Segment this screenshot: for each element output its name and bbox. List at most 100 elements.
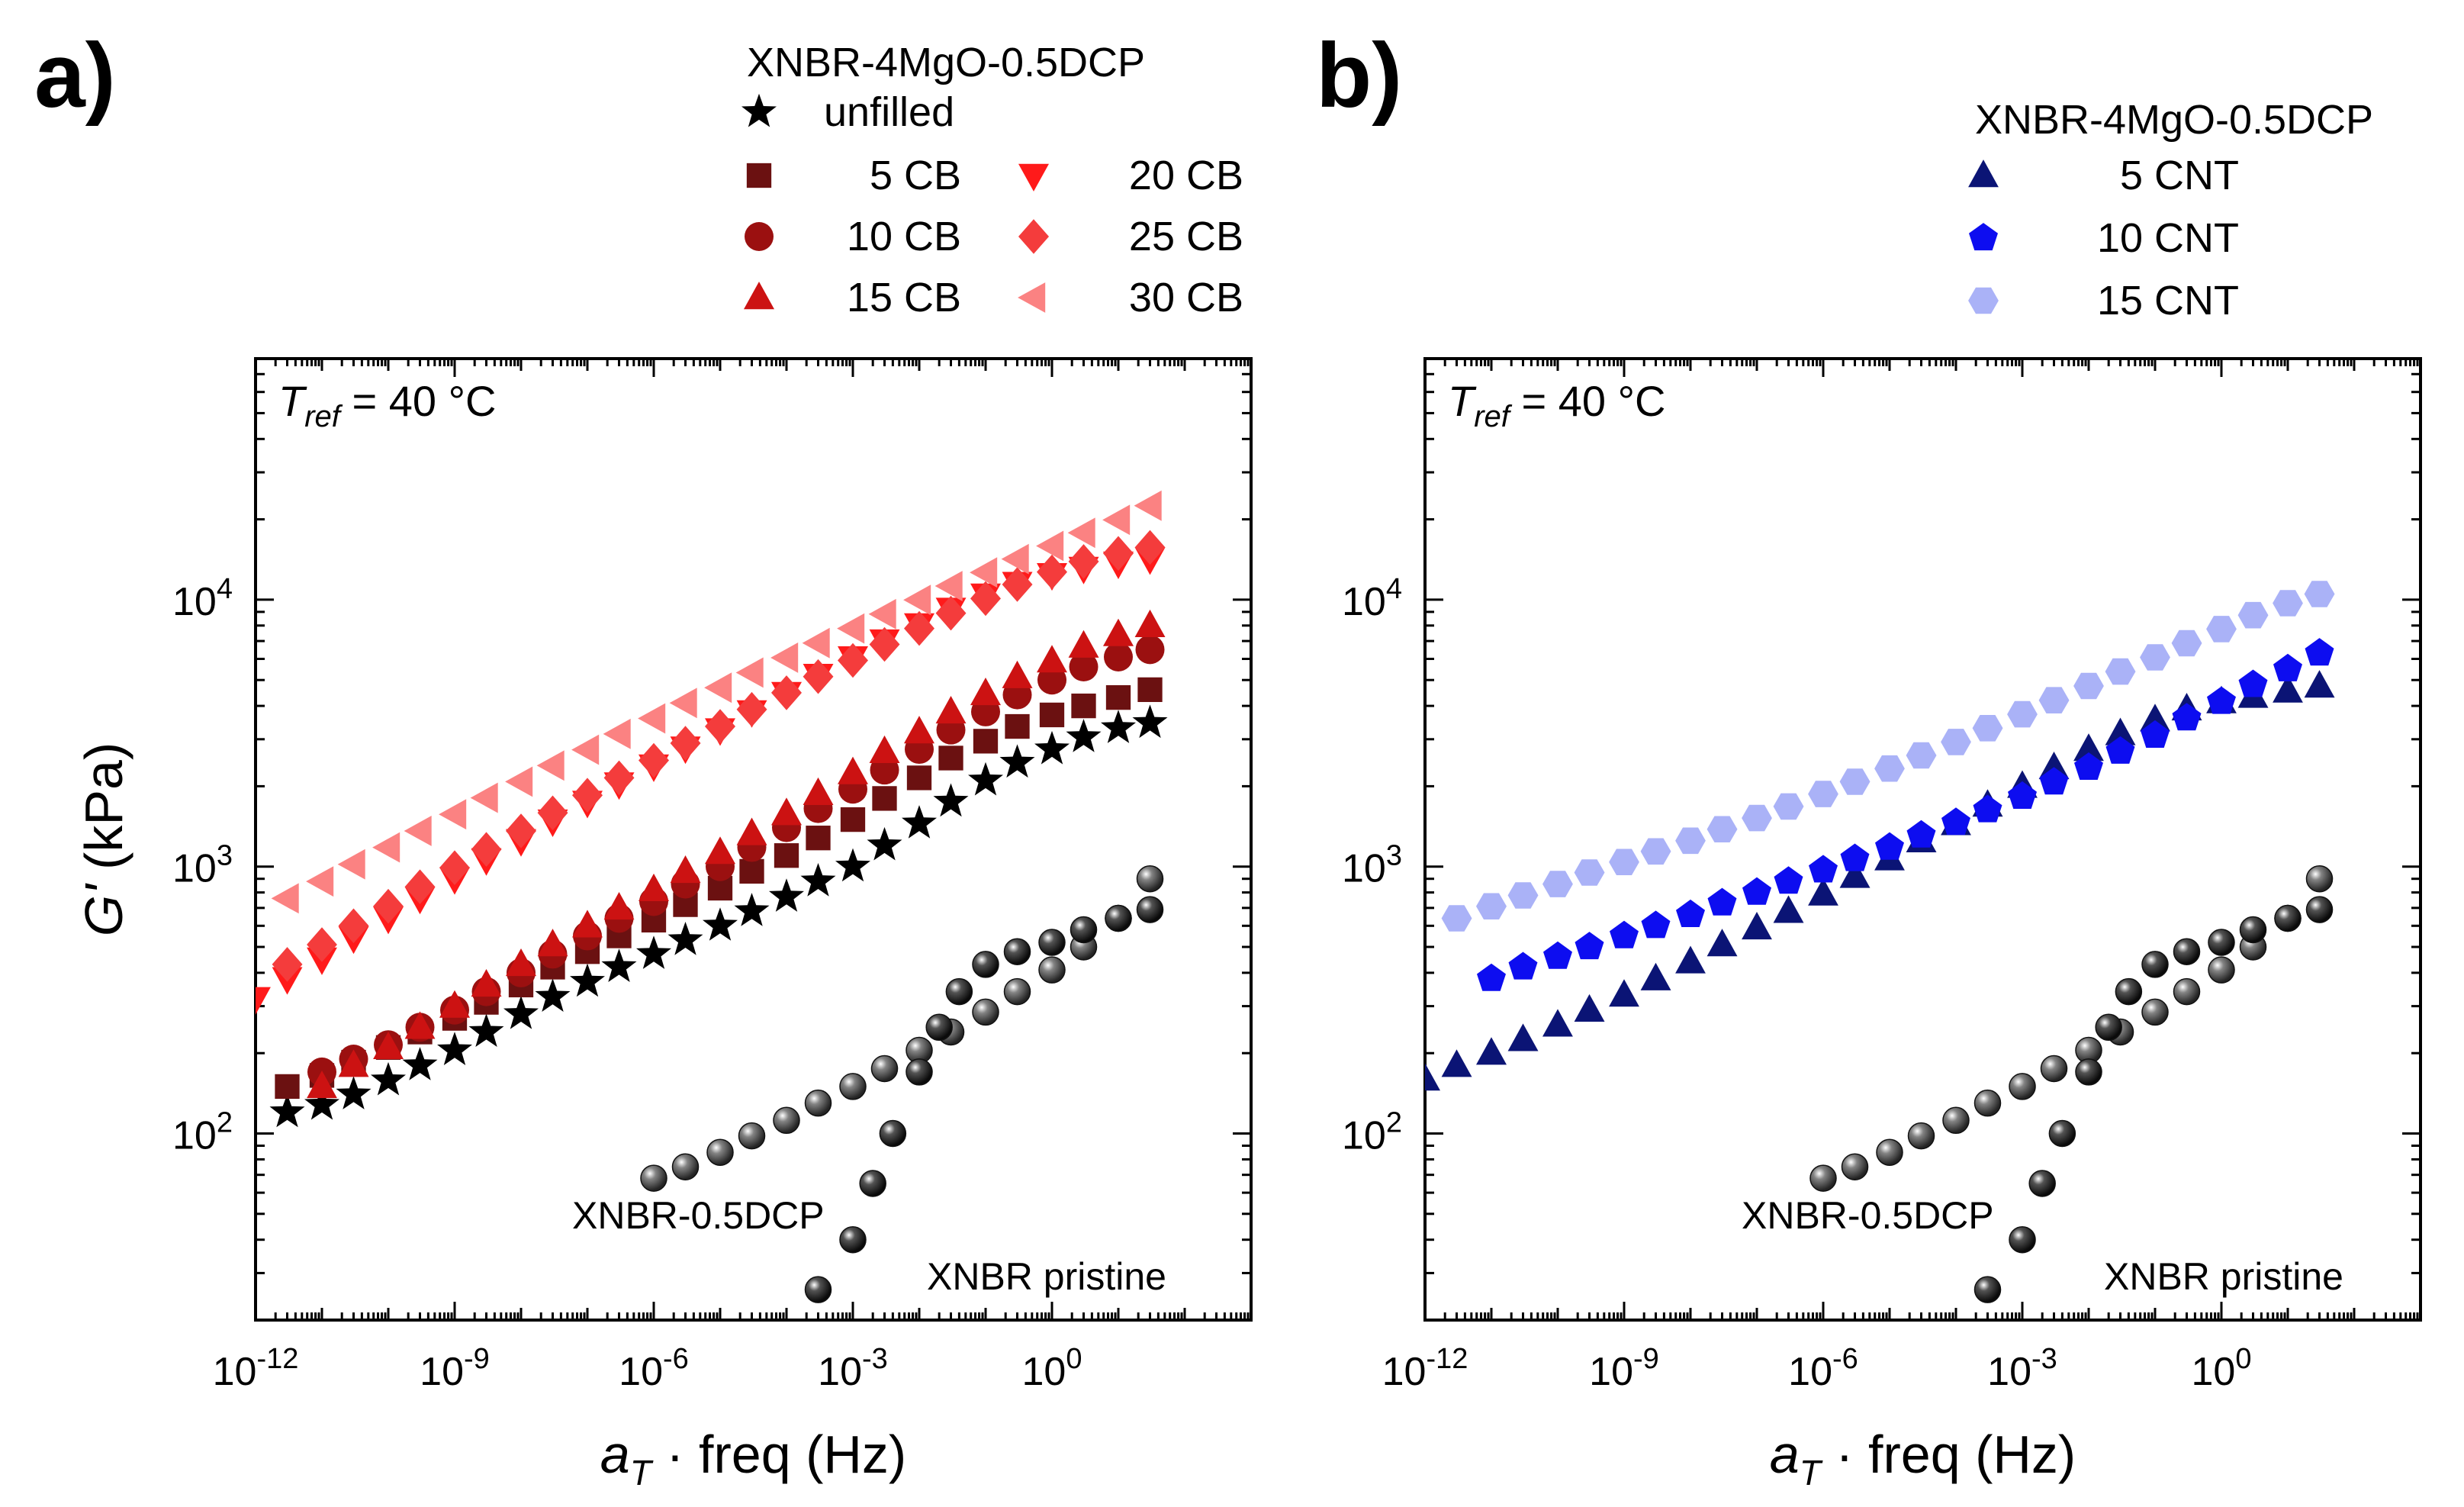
data-point <box>734 893 770 926</box>
data-point <box>2141 998 2169 1026</box>
data-point <box>1002 567 1033 602</box>
legend-label: 15 CB <box>847 275 961 320</box>
legend-label: 5 CB <box>870 153 961 198</box>
x-tick-label: 10-12 <box>1382 1343 1468 1394</box>
series-5-cb <box>275 677 1163 1100</box>
legend-label: 30 CB <box>1129 275 1243 320</box>
axis-title-rest: · freq (Hz) <box>651 1425 906 1484</box>
tick-base: 10 <box>1382 1350 1427 1394</box>
data-point <box>439 799 467 830</box>
data-point <box>1425 1063 1440 1091</box>
data-point <box>437 1032 472 1065</box>
data-point <box>535 978 571 1012</box>
legend-marker <box>1018 163 1049 192</box>
data-point <box>972 951 999 978</box>
data-point <box>1105 904 1132 932</box>
data-point <box>1609 848 1639 875</box>
data-point <box>806 826 831 851</box>
series-10-cnt <box>1477 638 2334 991</box>
data-point <box>2273 590 2303 617</box>
data-point <box>2172 703 2202 731</box>
data-point <box>2273 675 2303 703</box>
tref-symbol: T <box>278 377 307 425</box>
data-point <box>838 642 868 678</box>
data-point <box>904 716 934 744</box>
axis-ticks <box>254 357 1251 1322</box>
x-tick-label: 10-9 <box>1589 1343 1659 1394</box>
series-10-cb <box>307 635 1165 1087</box>
y-tick-label: 104 <box>1342 573 1402 624</box>
legend-marker <box>744 282 774 310</box>
legend-entry: 10 CB <box>745 214 961 259</box>
axis-title-subscript: T <box>1800 1453 1823 1493</box>
data-point <box>2105 658 2136 685</box>
data-point <box>636 935 671 969</box>
data-point <box>603 718 631 749</box>
data-point <box>1038 956 1066 984</box>
data-point <box>1476 893 1507 919</box>
data-point <box>1476 1037 1507 1065</box>
series-30-cb <box>271 490 1162 914</box>
legend-label: 10 CNT <box>2097 215 2239 261</box>
data-point <box>2075 1058 2102 1086</box>
data-point <box>705 709 735 744</box>
data-point <box>669 687 697 719</box>
data-point <box>800 863 836 897</box>
data-point <box>1037 645 1067 673</box>
data-point <box>1942 1106 1970 1135</box>
data-point <box>935 696 967 724</box>
data-point <box>773 1106 800 1135</box>
data-point <box>373 888 404 924</box>
data-point <box>1037 665 1066 695</box>
legend-marker <box>1018 282 1046 313</box>
data-point <box>307 1071 337 1099</box>
data-point <box>1508 952 1538 980</box>
x-tick-label: 10-6 <box>619 1343 689 1394</box>
tref-symbol: T <box>1448 377 1477 425</box>
data-point <box>1067 517 1095 549</box>
data-point <box>468 1013 504 1047</box>
data-point <box>839 1225 867 1254</box>
data-point <box>2009 1225 2036 1254</box>
data-point <box>2038 752 2070 780</box>
data-point <box>1610 920 1639 948</box>
data-point <box>2095 1013 2122 1042</box>
data-point <box>603 760 635 796</box>
data-point <box>906 765 932 791</box>
tick-exponent: -12 <box>256 1343 298 1375</box>
data-point <box>503 995 539 1029</box>
data-point <box>1742 912 1772 940</box>
data-point <box>1841 1153 1869 1180</box>
data-point <box>471 969 502 997</box>
y-tick-label: 102 <box>172 1107 233 1158</box>
data-point <box>402 1047 438 1080</box>
data-point <box>2040 1055 2068 1083</box>
data-point <box>601 948 637 982</box>
data-point <box>2048 1119 2076 1148</box>
axis-title-rest: · freq (Hz) <box>1821 1425 2076 1484</box>
data-point <box>1575 932 1604 960</box>
data-point <box>1135 635 1165 665</box>
data-point <box>2171 630 2202 657</box>
data-point <box>1808 877 1838 906</box>
legend-marker <box>745 222 774 251</box>
data-point <box>1036 530 1064 562</box>
data-point <box>1477 963 1506 991</box>
data-point <box>2038 687 2070 713</box>
data-point <box>1037 554 1067 590</box>
data-point <box>1641 910 1671 939</box>
data-point <box>2140 704 2170 732</box>
data-point <box>1101 710 1136 743</box>
plot-frame <box>254 357 1253 1322</box>
data-point <box>1973 1276 2002 1303</box>
data-point <box>1005 713 1030 739</box>
data-point <box>639 873 669 901</box>
data-point <box>1071 693 1096 719</box>
data-point <box>1972 715 2003 742</box>
data-point <box>638 703 666 734</box>
data-point <box>837 613 865 644</box>
data-point <box>736 691 767 727</box>
data-point <box>336 1076 372 1109</box>
data-point <box>735 657 764 688</box>
